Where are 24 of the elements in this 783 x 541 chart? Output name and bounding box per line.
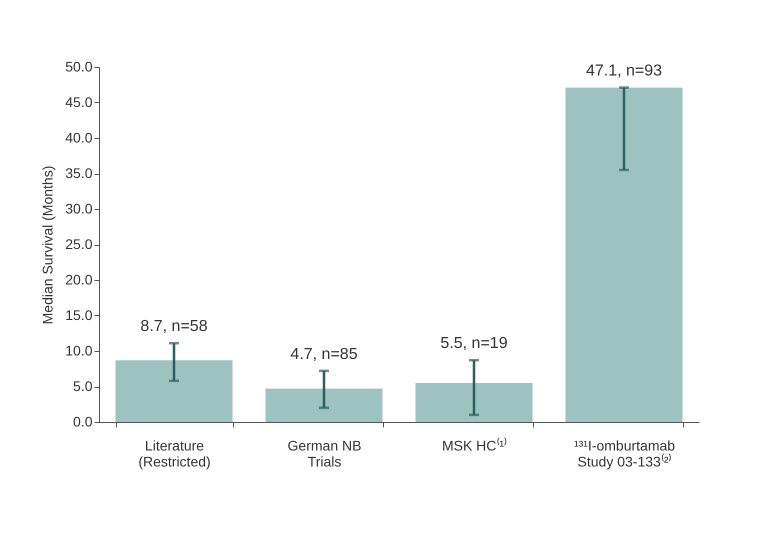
y-tick-label: 20.0 [65, 272, 93, 288]
y-tick-label: 50.0 [65, 58, 93, 74]
data-label: 5.5, n=19 [440, 335, 508, 352]
x-tick-label: Literature (Restricted) [138, 438, 211, 470]
y-tick-label: 25.0 [65, 236, 93, 252]
bar [566, 88, 682, 422]
bar [266, 388, 382, 422]
data-label: 47.1, n=93 [586, 62, 662, 80]
x-tick-label: German NB Trials [288, 438, 362, 470]
y-tick-label: 5.0 [73, 378, 93, 394]
y-tick-label: 45.0 [65, 94, 93, 110]
bar [416, 382, 532, 422]
y-tick-label: 10.0 [65, 342, 93, 358]
y-tick-label: 35.0 [65, 165, 93, 181]
x-tick-label: ¹³¹I-omburtamab Study 03-133⁽²⁾ [574, 438, 676, 470]
x-tick-label: MSK HC⁽¹⁾ [442, 438, 508, 454]
y-tick-label: 0.0 [73, 414, 93, 430]
y-tick-label: 30.0 [65, 200, 93, 216]
y-tick-label: 40.0 [65, 130, 93, 146]
y-axis-title: Median Survival (Months) [39, 166, 56, 324]
y-tick-label: 15.0 [65, 307, 93, 323]
data-label: 8.7, n=58 [140, 318, 208, 336]
bar [116, 360, 232, 422]
data-label: 4.7, n=85 [290, 346, 358, 363]
